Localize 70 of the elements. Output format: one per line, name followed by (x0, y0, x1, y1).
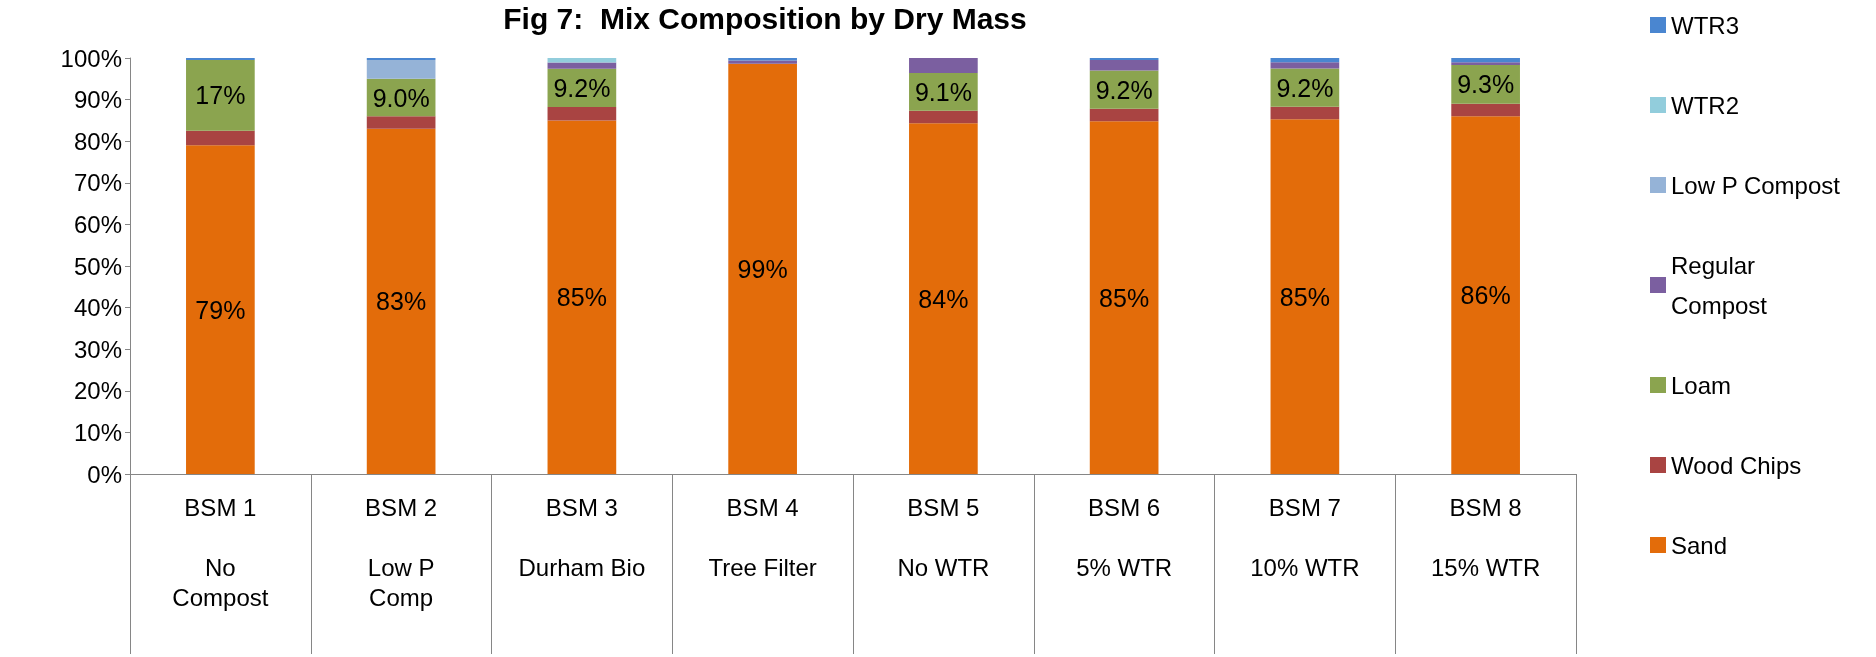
bar (186, 58, 255, 61)
bar (1089, 58, 1159, 61)
y-tick-label: 30% (73, 335, 122, 363)
y-tick-label: 40% (73, 294, 122, 322)
category-label: BSM 7 10% WTR (1250, 493, 1360, 581)
y-tick-label: 100% (60, 44, 122, 72)
bar (728, 63, 797, 474)
legend-label: Low P Compost (1671, 171, 1841, 199)
data-label: 99% (737, 254, 788, 283)
category-label: BSM 2 Low P Comp (365, 493, 438, 611)
bar (1270, 58, 1340, 63)
data-label: 83% (376, 287, 427, 316)
bar (1451, 58, 1520, 63)
data-label: 85% (556, 283, 607, 312)
data-label: 9.2% (1095, 75, 1153, 104)
bar (547, 62, 617, 69)
data-label: 9.2% (1276, 73, 1334, 102)
legend-label: Wood Chips (1671, 451, 1802, 479)
chart-title: Fig 7: Mix Composition by Dry Mass (503, 1, 1027, 35)
bar (1089, 108, 1159, 122)
bar (366, 58, 436, 61)
bar (1451, 116, 1520, 474)
data-label: 86% (1460, 281, 1511, 310)
y-tick-label: 0% (87, 460, 122, 488)
category-label: BSM 6 5% WTR (1076, 493, 1173, 581)
bar (186, 60, 255, 131)
bar (1270, 62, 1340, 69)
category-label: BSM 4 Tree Filter (708, 493, 817, 581)
y-tick-label: 90% (73, 86, 122, 114)
bar (547, 107, 617, 121)
y-tick-label: 20% (73, 377, 122, 405)
bar (547, 120, 617, 474)
data-label: 17% (195, 81, 246, 110)
data-label: 9.3% (1457, 70, 1515, 99)
data-label: 84% (918, 284, 969, 313)
bar (366, 116, 436, 129)
bar (909, 58, 978, 73)
legend-label: Sand (1671, 531, 1728, 559)
category-label: BSM 5 No WTR (897, 493, 990, 581)
data-label: 85% (1099, 283, 1150, 312)
bar (547, 58, 617, 63)
bar (366, 60, 436, 79)
y-tick-label: 10% (73, 418, 122, 446)
bar (186, 130, 255, 146)
y-tick-label: 80% (73, 127, 122, 155)
y-tick-label: 70% (73, 169, 122, 197)
legend-label: Regular Compost (1671, 251, 1768, 319)
bar (1451, 62, 1520, 66)
bar (1451, 103, 1520, 117)
data-label: 85% (1279, 282, 1330, 311)
data-label: 9.0% (372, 83, 430, 112)
legend-label: Loam (1671, 371, 1732, 399)
bar (909, 110, 978, 124)
data-label: 79% (195, 295, 246, 324)
y-tick-label: 50% (73, 252, 122, 280)
category-label: BSM 8 15% WTR (1430, 493, 1541, 581)
data-label: 9.1% (914, 77, 972, 106)
bar (1270, 106, 1340, 120)
category-label: BSM 1 No Compost (172, 493, 269, 611)
data-label: 9.2% (553, 73, 611, 102)
category-label: BSM 3 Durham Bio (518, 493, 646, 581)
bar (366, 128, 436, 474)
y-tick-label: 60% (73, 210, 122, 238)
bar (1089, 121, 1159, 474)
bar (1270, 119, 1340, 474)
legend-label: WTR2 (1671, 91, 1739, 119)
legend-label: WTR3 (1671, 11, 1739, 39)
bar (186, 145, 255, 474)
bar (1089, 60, 1159, 71)
bar (909, 123, 978, 474)
